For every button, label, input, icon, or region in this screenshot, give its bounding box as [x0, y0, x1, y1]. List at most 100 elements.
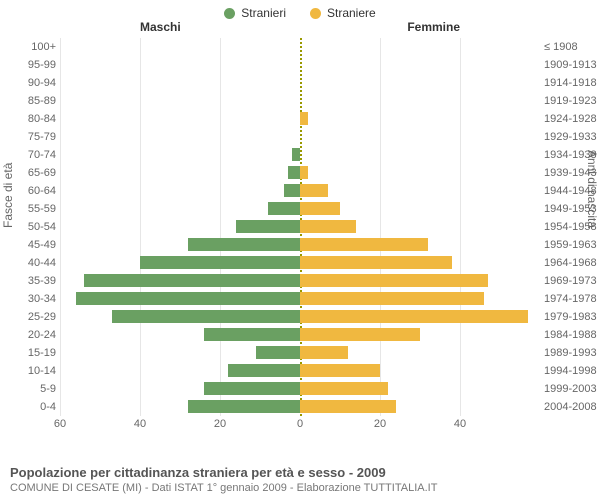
pyramid-row	[60, 308, 540, 326]
y-labels-age: 100+95-9990-9485-8980-8475-7970-7465-696…	[0, 38, 56, 416]
x-tick: 20	[214, 418, 226, 430]
birth-label: 1969-1973	[544, 272, 600, 290]
age-label: 0-4	[0, 398, 56, 416]
chart: Fasce di età Anni di nascita 100+95-9990…	[0, 38, 600, 438]
bar-male	[112, 310, 300, 323]
age-label: 10-14	[0, 362, 56, 380]
bar-male	[84, 274, 300, 287]
pyramid-row	[60, 254, 540, 272]
pyramid-row	[60, 56, 540, 74]
pyramid-row	[60, 398, 540, 416]
legend-swatch-female	[310, 8, 321, 19]
pyramid-row	[60, 344, 540, 362]
birth-label: 1994-1998	[544, 362, 600, 380]
bar-male	[204, 328, 300, 341]
age-label: 30-34	[0, 290, 56, 308]
chart-subtitle: COMUNE DI CESATE (MI) - Dati ISTAT 1° ge…	[10, 482, 590, 494]
birth-label: 1979-1983	[544, 308, 600, 326]
pyramid-row	[60, 92, 540, 110]
legend-item-female: Straniere	[310, 6, 376, 20]
x-tick: 60	[54, 418, 66, 430]
header-female: Femmine	[407, 20, 460, 34]
age-label: 40-44	[0, 254, 56, 272]
bar-male	[76, 292, 300, 305]
legend-label-female: Straniere	[327, 6, 376, 20]
age-label: 100+	[0, 38, 56, 56]
bar-female	[300, 166, 308, 179]
birth-label: 1984-1988	[544, 326, 600, 344]
pyramid-row	[60, 380, 540, 398]
pyramid-row	[60, 290, 540, 308]
column-headers: Maschi Femmine	[0, 20, 600, 38]
bar-female	[300, 112, 308, 125]
bar-male	[284, 184, 300, 197]
birth-label: 1944-1948	[544, 182, 600, 200]
footer: Popolazione per cittadinanza straniera p…	[10, 465, 590, 494]
bar-male	[288, 166, 300, 179]
birth-label: 1924-1928	[544, 110, 600, 128]
legend-item-male: Stranieri	[224, 6, 286, 20]
bar-female	[300, 292, 484, 305]
birth-label: 1974-1978	[544, 290, 600, 308]
bar-male	[204, 382, 300, 395]
birth-label: 1929-1933	[544, 128, 600, 146]
legend-swatch-male	[224, 8, 235, 19]
bar-male	[236, 220, 300, 233]
pyramid-row	[60, 128, 540, 146]
bar-female	[300, 382, 388, 395]
bar-male	[140, 256, 300, 269]
pyramid-row	[60, 38, 540, 56]
age-label: 75-79	[0, 128, 56, 146]
x-tick: 20	[374, 418, 386, 430]
age-label: 50-54	[0, 218, 56, 236]
birth-label: 1959-1963	[544, 236, 600, 254]
x-tick: 40	[454, 418, 466, 430]
x-tick: 40	[134, 418, 146, 430]
age-label: 95-99	[0, 56, 56, 74]
age-label: 90-94	[0, 74, 56, 92]
bar-female	[300, 310, 528, 323]
birth-label: 2004-2008	[544, 398, 600, 416]
pyramid-row	[60, 218, 540, 236]
birth-label: 1964-1968	[544, 254, 600, 272]
pyramid-row	[60, 164, 540, 182]
age-label: 35-39	[0, 272, 56, 290]
pyramid-row	[60, 236, 540, 254]
age-label: 85-89	[0, 92, 56, 110]
birth-label: 1934-1938	[544, 146, 600, 164]
age-label: 20-24	[0, 326, 56, 344]
pyramid-row	[60, 182, 540, 200]
pyramid-row	[60, 110, 540, 128]
bar-male	[188, 238, 300, 251]
bar-female	[300, 328, 420, 341]
pyramid-row	[60, 74, 540, 92]
x-axis: 60402002040	[60, 416, 540, 436]
x-tick: 0	[297, 418, 303, 430]
birth-label: ≤ 1908	[544, 38, 600, 56]
legend-label-male: Stranieri	[241, 6, 286, 20]
legend: Stranieri Straniere	[0, 0, 600, 20]
birth-label: 1909-1913	[544, 56, 600, 74]
bar-female	[300, 400, 396, 413]
bar-female	[300, 238, 428, 251]
birth-label: 1939-1943	[544, 164, 600, 182]
birth-label: 1919-1923	[544, 92, 600, 110]
age-label: 5-9	[0, 380, 56, 398]
birth-label: 1954-1958	[544, 218, 600, 236]
age-label: 55-59	[0, 200, 56, 218]
bar-male	[292, 148, 300, 161]
bar-male	[268, 202, 300, 215]
bar-female	[300, 220, 356, 233]
bar-female	[300, 346, 348, 359]
chart-title: Popolazione per cittadinanza straniera p…	[10, 465, 590, 480]
birth-label: 1949-1953	[544, 200, 600, 218]
bar-male	[188, 400, 300, 413]
bar-female	[300, 202, 340, 215]
pyramid-row	[60, 362, 540, 380]
age-label: 15-19	[0, 344, 56, 362]
age-label: 70-74	[0, 146, 56, 164]
bar-male	[256, 346, 300, 359]
age-label: 60-64	[0, 182, 56, 200]
bar-female	[300, 274, 488, 287]
bar-female	[300, 184, 328, 197]
